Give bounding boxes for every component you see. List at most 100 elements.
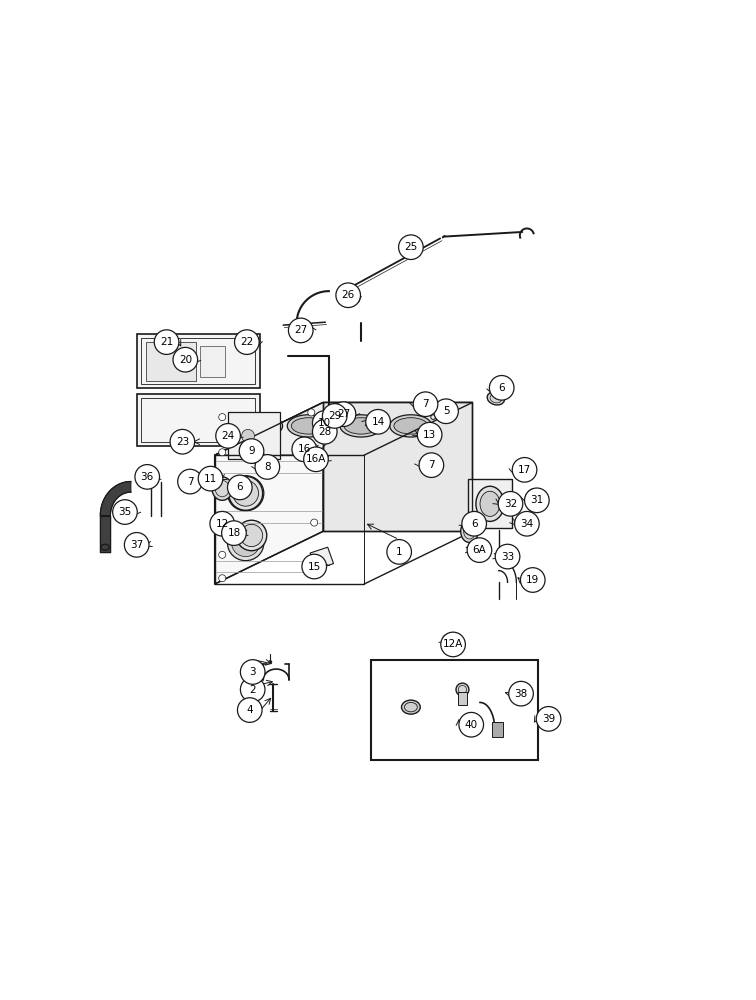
Circle shape [414, 392, 438, 417]
Circle shape [239, 439, 264, 463]
Text: 25: 25 [404, 242, 417, 252]
Ellipse shape [191, 478, 195, 482]
Bar [101, 516, 110, 552]
Text: 26: 26 [342, 290, 355, 300]
Ellipse shape [287, 415, 330, 437]
Text: 22: 22 [240, 337, 253, 347]
Text: 2: 2 [249, 685, 256, 695]
Text: 7: 7 [428, 460, 435, 470]
Text: 9: 9 [248, 446, 255, 456]
Text: 27: 27 [294, 325, 308, 335]
Circle shape [513, 458, 537, 482]
Circle shape [228, 475, 252, 500]
Circle shape [509, 681, 533, 706]
Text: 16A: 16A [305, 454, 326, 464]
Circle shape [234, 330, 259, 354]
Text: 14: 14 [371, 417, 385, 427]
Ellipse shape [240, 524, 262, 547]
Text: 33: 33 [501, 552, 514, 562]
Circle shape [198, 466, 223, 491]
Ellipse shape [515, 470, 520, 476]
Circle shape [255, 455, 280, 479]
Circle shape [312, 411, 337, 435]
Ellipse shape [329, 420, 335, 426]
Text: 10: 10 [318, 418, 331, 428]
Circle shape [302, 554, 327, 579]
Circle shape [218, 575, 226, 582]
Ellipse shape [240, 415, 283, 437]
Text: 34: 34 [520, 519, 534, 529]
Text: 11: 11 [204, 474, 217, 484]
Bar [146, 342, 196, 381]
Bar [228, 412, 280, 459]
Bar [491, 722, 503, 737]
Text: 28: 28 [318, 427, 331, 437]
Circle shape [311, 444, 318, 451]
Bar [141, 398, 255, 442]
Ellipse shape [456, 683, 469, 696]
Ellipse shape [401, 700, 420, 714]
Circle shape [154, 330, 179, 354]
Text: 20: 20 [178, 355, 192, 365]
Text: 21: 21 [160, 337, 173, 347]
Ellipse shape [244, 418, 278, 434]
Ellipse shape [263, 465, 271, 474]
Text: 27: 27 [337, 409, 350, 419]
Text: 6: 6 [471, 519, 478, 529]
Ellipse shape [231, 480, 260, 507]
Circle shape [240, 677, 265, 702]
Circle shape [495, 544, 520, 569]
Polygon shape [310, 547, 333, 569]
Circle shape [366, 409, 390, 434]
Circle shape [215, 424, 240, 448]
Circle shape [322, 404, 347, 428]
Ellipse shape [188, 363, 194, 368]
Circle shape [210, 511, 234, 536]
Bar [468, 479, 513, 528]
Polygon shape [215, 402, 472, 455]
Circle shape [237, 698, 262, 722]
Text: 8: 8 [264, 462, 271, 472]
Text: 23: 23 [175, 437, 189, 447]
Ellipse shape [340, 415, 383, 437]
Circle shape [489, 376, 514, 400]
Circle shape [170, 429, 195, 454]
Circle shape [336, 283, 361, 308]
Circle shape [331, 402, 356, 426]
Text: 19: 19 [526, 575, 539, 585]
Text: 39: 39 [542, 714, 555, 724]
Circle shape [135, 465, 160, 489]
Text: 29: 29 [328, 411, 342, 421]
Ellipse shape [233, 480, 259, 506]
Circle shape [308, 409, 314, 416]
Ellipse shape [480, 491, 500, 516]
Circle shape [525, 488, 549, 513]
Circle shape [178, 469, 203, 494]
Text: 17: 17 [518, 465, 531, 475]
Ellipse shape [228, 476, 264, 511]
Text: 6: 6 [237, 482, 243, 492]
Circle shape [441, 632, 466, 657]
Bar [137, 334, 260, 388]
Circle shape [417, 422, 442, 447]
Text: 36: 36 [141, 472, 154, 482]
Ellipse shape [228, 476, 262, 510]
Text: 15: 15 [308, 562, 321, 572]
Circle shape [218, 414, 226, 421]
Ellipse shape [247, 453, 258, 463]
Circle shape [467, 538, 491, 562]
Text: 13: 13 [423, 430, 436, 440]
Text: 6: 6 [498, 383, 505, 393]
Circle shape [398, 235, 423, 260]
Circle shape [311, 519, 318, 526]
Circle shape [498, 492, 523, 516]
Circle shape [520, 568, 545, 592]
Text: 12A: 12A [443, 639, 463, 649]
Text: 6A: 6A [472, 545, 486, 555]
Text: 18: 18 [228, 528, 240, 538]
Ellipse shape [231, 530, 260, 557]
Bar [137, 394, 260, 446]
Bar [141, 338, 255, 384]
Circle shape [240, 660, 265, 684]
Circle shape [515, 511, 539, 536]
